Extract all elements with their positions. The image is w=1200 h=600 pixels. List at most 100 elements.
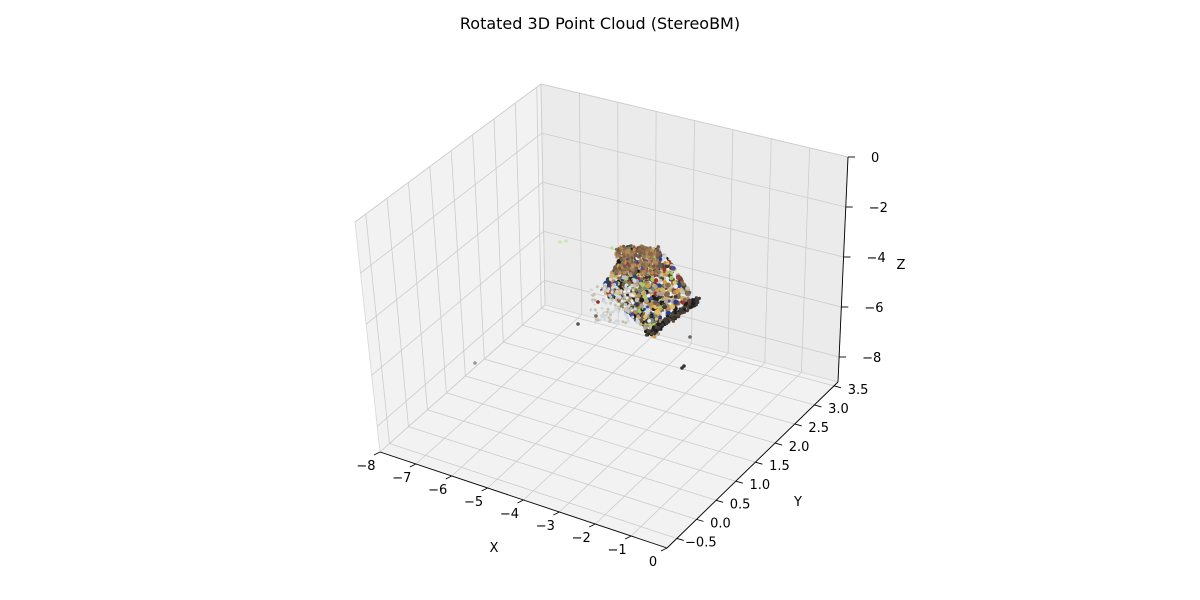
cloud-point (652, 325, 656, 330)
cloud-point (666, 306, 672, 312)
cloud-point (616, 248, 620, 252)
cloud-point (636, 314, 640, 318)
y-tick-label: 3.0 (828, 402, 849, 417)
y-tick-label: −0.5 (685, 535, 717, 550)
y-tick-mark (716, 499, 724, 503)
cloud-point (642, 262, 646, 266)
cloud-point (617, 266, 622, 270)
cloud-point (660, 323, 665, 327)
z-gridline-left (354, 83, 542, 223)
cloud-point (664, 298, 670, 304)
y-tick-mark (696, 518, 704, 522)
cloud-point (600, 306, 604, 310)
cloud-point (576, 322, 580, 326)
cloud-point (650, 271, 654, 275)
cloud-point (615, 286, 619, 290)
x-gridline-floor (451, 323, 619, 477)
x-gridline-floor (630, 372, 802, 537)
cloud-point (647, 318, 652, 323)
cloud-point (606, 289, 610, 293)
cloud-point (625, 268, 629, 272)
cloud-point (671, 265, 676, 271)
cloud-point (657, 270, 662, 274)
x-tick-label: −6 (428, 483, 447, 498)
cloud-point (648, 269, 652, 273)
y-gridline-floor (503, 341, 795, 425)
cloud-point (679, 277, 683, 281)
z-gridline-back (541, 132, 846, 208)
cloud-point (604, 313, 607, 317)
cloud-point (599, 311, 603, 315)
cloud-point (608, 320, 612, 323)
cloud-point (686, 307, 690, 311)
cloud-point (668, 317, 672, 322)
cloud-point (627, 289, 631, 293)
cloud-point (606, 307, 610, 311)
cloud-point (619, 289, 623, 293)
cloud-point (678, 307, 682, 311)
cloud-point (660, 287, 666, 293)
cloud-point (637, 263, 642, 267)
z-gridline-left (376, 280, 545, 427)
cloud-point (649, 262, 653, 266)
cloud-point (642, 270, 646, 274)
y-tick-mark (774, 442, 783, 446)
cloud-point (612, 321, 616, 325)
cloud-point (656, 251, 660, 255)
cloud-point (605, 310, 609, 314)
cloud-point (690, 301, 694, 305)
cloud-point (633, 263, 637, 267)
cloud-point (608, 277, 613, 281)
y-tick-label: 1.5 (769, 459, 790, 474)
cloud-point (594, 314, 598, 318)
cloud-point (643, 307, 646, 311)
y-gridline-floor (446, 392, 736, 482)
cloud-point (614, 308, 618, 312)
x-tick-mark (481, 487, 488, 492)
cloud-point (640, 245, 644, 249)
cloud-point (673, 310, 677, 314)
cloud-point (631, 315, 635, 319)
cloud-point (626, 253, 630, 257)
cloud-point (623, 312, 627, 316)
cloud-point (682, 297, 687, 302)
cloud-point (688, 299, 692, 303)
cloud-point (623, 295, 627, 299)
cloud-point (657, 322, 661, 327)
cloud-point (591, 298, 595, 302)
cloud-point (635, 266, 639, 270)
z-tick-label: −8 (862, 351, 881, 366)
cloud-point (680, 309, 685, 313)
x-gridline-floor (487, 333, 656, 489)
cloud-point (676, 313, 681, 317)
cloud-point (609, 313, 613, 317)
cloud-point (642, 265, 646, 269)
point-cloud (473, 239, 702, 370)
cloud-point (642, 251, 646, 255)
cloud-point (671, 319, 676, 323)
cloud-point (603, 287, 607, 291)
y-tick-label: 0.5 (730, 497, 751, 512)
x-tick-mark (517, 499, 524, 504)
cloud-point (651, 294, 655, 298)
cloud-point (645, 265, 649, 269)
cloud-point (649, 264, 653, 268)
y-gridline-left (450, 150, 466, 376)
cloud-point (655, 297, 659, 301)
cloud-point (645, 284, 649, 288)
cloud-point (593, 311, 597, 315)
cloud-point (593, 298, 597, 302)
cloud-point (627, 283, 631, 287)
cloud-point (590, 313, 594, 317)
y-gridline-floor (389, 443, 677, 539)
cloud-point (593, 301, 597, 305)
cloud-point (613, 265, 617, 269)
cloud-point (650, 282, 654, 286)
cloud-point (623, 271, 627, 275)
x-tick-label: −4 (500, 507, 519, 522)
cloud-point (593, 320, 597, 324)
cloud-point (602, 299, 606, 303)
cloud-point (619, 291, 623, 295)
cloud-point (670, 271, 674, 275)
